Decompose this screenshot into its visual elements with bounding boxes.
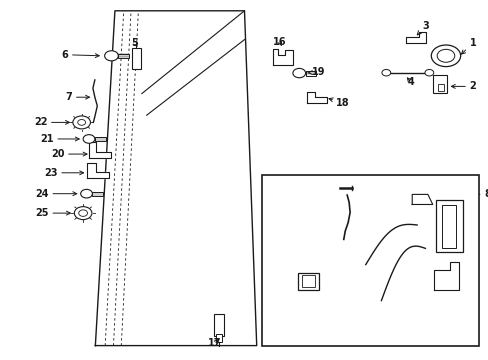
Text: 25: 25 bbox=[35, 208, 70, 218]
Circle shape bbox=[436, 49, 454, 62]
Circle shape bbox=[424, 69, 433, 76]
Text: 23: 23 bbox=[44, 168, 83, 178]
Circle shape bbox=[79, 210, 87, 216]
Circle shape bbox=[430, 45, 460, 67]
Text: 11: 11 bbox=[393, 302, 407, 312]
Text: 20: 20 bbox=[51, 149, 87, 159]
Bar bbox=[215, 334, 222, 342]
Bar bbox=[305, 71, 316, 76]
Bar bbox=[432, 75, 446, 93]
Circle shape bbox=[73, 116, 90, 129]
Bar bbox=[435, 200, 462, 252]
Text: 12: 12 bbox=[379, 260, 392, 270]
Text: 14: 14 bbox=[315, 211, 338, 221]
Bar bbox=[302, 275, 314, 287]
Polygon shape bbox=[411, 194, 432, 204]
Text: 10: 10 bbox=[435, 192, 459, 202]
Text: 2: 2 bbox=[450, 81, 475, 91]
Text: 9: 9 bbox=[457, 269, 469, 279]
Circle shape bbox=[83, 135, 95, 143]
Circle shape bbox=[104, 51, 118, 61]
Text: 19: 19 bbox=[307, 67, 325, 77]
Bar bbox=[92, 192, 103, 196]
Text: 1: 1 bbox=[461, 38, 475, 54]
Text: 3: 3 bbox=[416, 21, 428, 35]
Bar bbox=[214, 314, 224, 336]
Polygon shape bbox=[272, 49, 293, 65]
Text: 16: 16 bbox=[272, 37, 286, 47]
Bar bbox=[118, 54, 129, 58]
Text: 24: 24 bbox=[35, 189, 77, 199]
Text: 18: 18 bbox=[328, 98, 349, 108]
Text: 8: 8 bbox=[462, 189, 488, 199]
Bar bbox=[95, 137, 105, 141]
Text: 6: 6 bbox=[61, 50, 99, 60]
Bar bbox=[298, 273, 318, 290]
Circle shape bbox=[81, 189, 92, 198]
Text: 22: 22 bbox=[34, 117, 69, 127]
Polygon shape bbox=[89, 142, 111, 158]
Circle shape bbox=[381, 69, 390, 76]
Text: 15: 15 bbox=[335, 175, 348, 185]
Text: 5: 5 bbox=[131, 38, 138, 48]
Text: 7: 7 bbox=[65, 92, 89, 102]
Bar bbox=[437, 84, 443, 91]
Bar bbox=[441, 205, 455, 248]
Text: 13: 13 bbox=[296, 290, 310, 304]
Polygon shape bbox=[306, 92, 326, 103]
Circle shape bbox=[292, 68, 305, 78]
Text: 4: 4 bbox=[407, 77, 413, 87]
Circle shape bbox=[78, 120, 85, 125]
Text: 21: 21 bbox=[40, 134, 79, 144]
Text: 17: 17 bbox=[208, 338, 222, 348]
Polygon shape bbox=[87, 163, 108, 178]
Circle shape bbox=[74, 207, 92, 220]
Bar bbox=[132, 48, 141, 69]
Bar bbox=[261, 175, 478, 346]
